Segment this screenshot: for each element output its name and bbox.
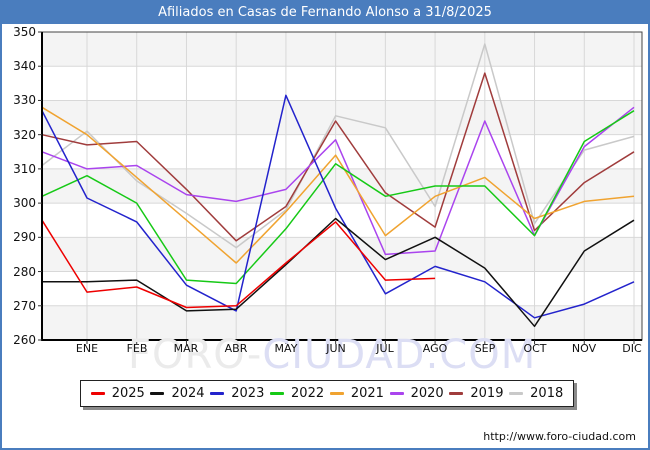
legend-swatch-2024 <box>150 392 165 395</box>
x-tick-label-feb: FEB <box>126 342 148 355</box>
legend-swatch-2022 <box>270 392 285 395</box>
legend-label-2024: 2024 <box>171 386 205 401</box>
y-tick-label-260: 260 <box>13 333 36 347</box>
x-tick-label-may: MAY <box>274 342 298 355</box>
y-tick-label-290: 290 <box>13 230 36 244</box>
y-tick-label-350: 350 <box>13 25 36 39</box>
plot-frame-and-ticks <box>38 31 643 344</box>
x-tick-label-dic: DIC <box>622 342 642 355</box>
legend-label-2025: 2025 <box>111 386 145 401</box>
legend-label-2022: 2022 <box>291 386 325 401</box>
chart-title-bar: Afiliados en Casas de Fernando Alonso a … <box>2 2 648 24</box>
y-tick-label-280: 280 <box>13 265 36 279</box>
series-line-2023 <box>41 94 635 319</box>
watermark-part2: CIUDAD.COM <box>262 332 537 378</box>
legend-swatch-2018 <box>509 392 524 395</box>
legend-swatch-2025 <box>90 392 105 395</box>
chart-legend: 2025 2024 2023 2022 2021 2020 2019 2018 <box>80 380 574 407</box>
legend-item-2019: 2019 <box>449 387 503 400</box>
x-tick-label-mar: MAR <box>173 342 199 355</box>
y-tick-label-330: 330 <box>13 93 36 107</box>
series-line-2022 <box>41 110 635 285</box>
x-tick-label-ago: AGO <box>422 342 448 355</box>
legend-label-2020: 2020 <box>410 386 444 401</box>
legend-swatch-2023 <box>210 392 225 395</box>
x-tick-label-oct: OCT <box>523 342 547 355</box>
legend-swatch-2020 <box>389 392 404 395</box>
legend-label-2019: 2019 <box>470 386 504 401</box>
x-tick-label-nov: NOV <box>571 342 597 355</box>
legend-label-2023: 2023 <box>231 386 265 401</box>
legend-label-2018: 2018 <box>530 386 564 401</box>
footer-url-link[interactable]: http://www.foro-ciudad.com <box>483 430 636 443</box>
y-tick-label-300: 300 <box>13 196 36 210</box>
series-line-2018 <box>41 43 635 249</box>
y-tick-label-320: 320 <box>13 128 36 142</box>
x-tick-label-abr: ABR <box>224 342 248 355</box>
x-tick-label-jul: JUL <box>376 342 394 355</box>
legend-swatch-2021 <box>329 392 344 395</box>
plot-background-bands <box>42 32 642 340</box>
y-tick-label-270: 270 <box>13 299 36 313</box>
legend-label-2021: 2021 <box>350 386 384 401</box>
y-tick-label-310: 310 <box>13 162 36 176</box>
foro-ciudad-watermark: FORO-CIUDAD.COM <box>128 333 536 377</box>
y-tick-label-340: 340 <box>13 59 36 73</box>
legend-item-2022: 2022 <box>270 387 324 400</box>
x-tick-label-jun: JUN <box>326 342 346 355</box>
legend-item-2025: 2025 <box>90 386 145 401</box>
series-line-2025 <box>41 219 436 309</box>
series-line-2019 <box>41 72 635 242</box>
data-series-lines <box>41 43 635 328</box>
legend-item-2024: 2024 <box>150 386 205 401</box>
chart-title: Afiliados en Casas de Fernando Alonso a … <box>158 5 492 20</box>
x-tick-label-sep: SEP <box>474 342 496 355</box>
x-tick-label-ene: ENE <box>75 342 99 355</box>
legend-swatch-2019 <box>449 392 464 395</box>
watermark-part1: FORO- <box>128 332 263 378</box>
legend-item-2020: 2020 <box>389 386 444 401</box>
legend-item-2018: 2018 <box>509 387 563 400</box>
legend-item-2021: 2021 <box>329 386 384 401</box>
legend-item-2023: 2023 <box>210 387 264 400</box>
series-line-2021 <box>41 106 635 264</box>
series-line-2024 <box>42 217 635 328</box>
